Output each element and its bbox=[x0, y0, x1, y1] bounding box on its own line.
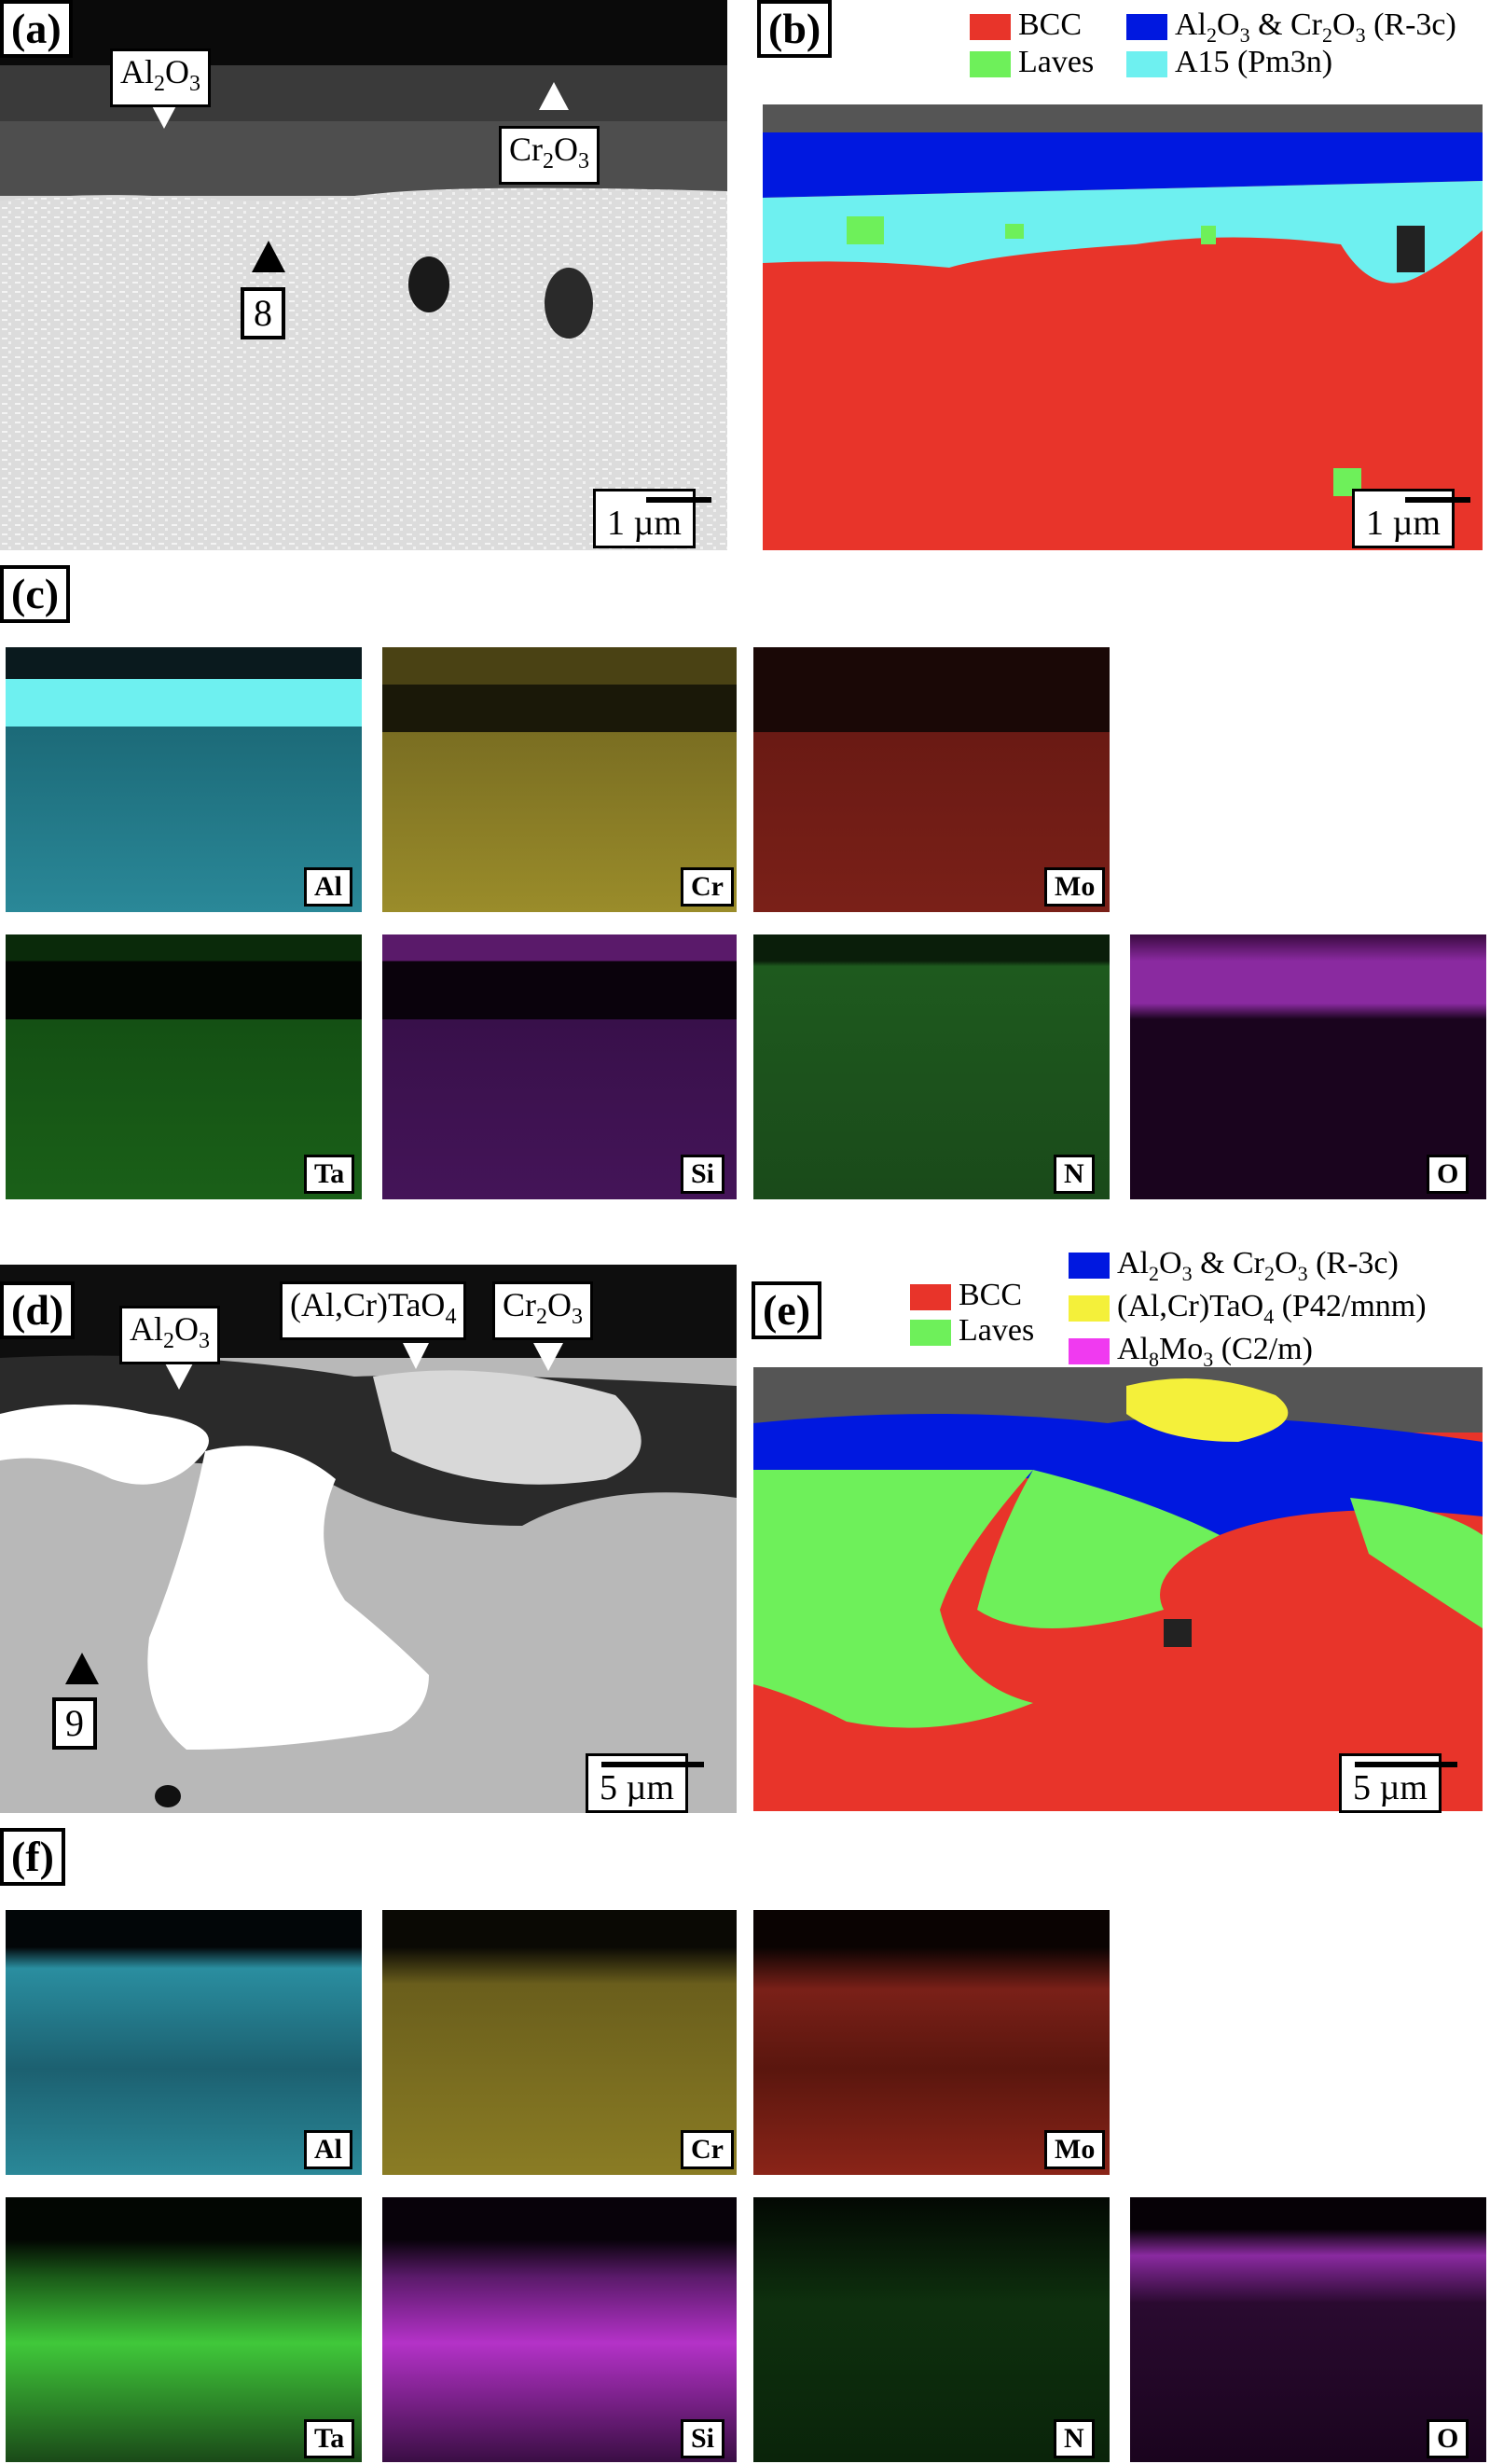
panel-e-letter: (e) bbox=[752, 1281, 822, 1339]
edx-map-cr-c bbox=[382, 647, 737, 912]
panel-b-letter: (b) bbox=[757, 0, 833, 58]
sem-image-d bbox=[0, 1265, 737, 1813]
scale-bar-a: 1 µm bbox=[593, 489, 711, 548]
element-label-n-c: N bbox=[1054, 1155, 1095, 1194]
edx-map-o-f bbox=[1130, 2197, 1486, 2462]
element-label-si-c: Si bbox=[681, 1155, 725, 1194]
edx-map-al-f bbox=[6, 1910, 362, 2175]
element-label-mo-f: Mo bbox=[1044, 2130, 1106, 2169]
legend-al8mo3-e: Al8Mo3 (C2/m) bbox=[1069, 1332, 1313, 1377]
edx-map-cr-f bbox=[382, 1910, 737, 2175]
legend-oxide-b: Al2O3 & Cr2O3 (R-3c) bbox=[1126, 7, 1456, 53]
edx-map-n-f bbox=[753, 2197, 1110, 2462]
element-label-al-f: Al bbox=[304, 2130, 352, 2169]
point-9-label: 9 bbox=[52, 1697, 97, 1750]
element-label-mo-c: Mo bbox=[1044, 867, 1106, 907]
ebsd-map-e bbox=[753, 1367, 1483, 1811]
arrow-up-icon bbox=[539, 82, 569, 110]
arrow-up-icon bbox=[65, 1653, 99, 1684]
element-label-al-c: Al bbox=[304, 867, 352, 907]
arrow-down-icon bbox=[533, 1343, 563, 1371]
edx-map-ta-f bbox=[6, 2197, 362, 2462]
legend-a15-b: A15 (Pm3n) bbox=[1126, 45, 1332, 80]
legend-altao4-e: (Al,Cr)TaO4 (P42/mnm) bbox=[1069, 1289, 1427, 1335]
scale-bar-d: 5 µm bbox=[586, 1753, 704, 1813]
cr2o3-label-a: Cr2O3 bbox=[499, 126, 600, 186]
ebsd-map-b bbox=[763, 104, 1483, 550]
arrow-up-icon bbox=[252, 241, 285, 272]
point-8-label: 8 bbox=[241, 287, 285, 339]
element-label-si-f: Si bbox=[681, 2419, 725, 2458]
element-label-ta-f: Ta bbox=[304, 2419, 355, 2458]
scale-bar-b: 1 µm bbox=[1352, 489, 1470, 548]
panel-d-letter: (d) bbox=[0, 1281, 76, 1339]
cr2o3-label-d: Cr2O3 bbox=[492, 1281, 593, 1341]
panel-c-letter: (c) bbox=[0, 565, 71, 623]
arrow-down-icon bbox=[164, 1362, 194, 1390]
al2o3-label-a: Al2O3 bbox=[110, 48, 211, 108]
al2o3-label-d: Al2O3 bbox=[119, 1306, 220, 1365]
edx-map-si-f bbox=[382, 2197, 737, 2462]
altao4-label-d: (Al,Cr)TaO4 bbox=[280, 1281, 467, 1341]
legend-oxide-e: Al2O3 & Cr2O3 (R-3c) bbox=[1069, 1246, 1399, 1292]
arrow-down-icon bbox=[403, 1343, 429, 1369]
edx-map-n-c bbox=[753, 934, 1110, 1199]
element-label-cr-c: Cr bbox=[681, 867, 734, 907]
element-label-o-c: O bbox=[1427, 1155, 1469, 1194]
panel-a-letter: (a) bbox=[0, 0, 73, 58]
element-label-o-f: O bbox=[1427, 2419, 1469, 2458]
element-label-ta-c: Ta bbox=[304, 1155, 355, 1194]
edx-map-al-c bbox=[6, 647, 362, 912]
sem-image-a bbox=[0, 0, 727, 550]
legend-bcc-b: BCC bbox=[970, 7, 1082, 43]
legend-laves-b: Laves bbox=[970, 45, 1094, 80]
legend-bcc-e: BCC bbox=[910, 1278, 1022, 1313]
edx-map-si-c bbox=[382, 934, 737, 1199]
panel-f-letter: (f) bbox=[0, 1828, 65, 1886]
element-label-n-f: N bbox=[1054, 2419, 1095, 2458]
edx-map-ta-c bbox=[6, 934, 362, 1199]
scale-bar-e: 5 µm bbox=[1339, 1753, 1457, 1813]
legend-laves-e: Laves bbox=[910, 1313, 1034, 1349]
element-label-cr-f: Cr bbox=[681, 2130, 734, 2169]
